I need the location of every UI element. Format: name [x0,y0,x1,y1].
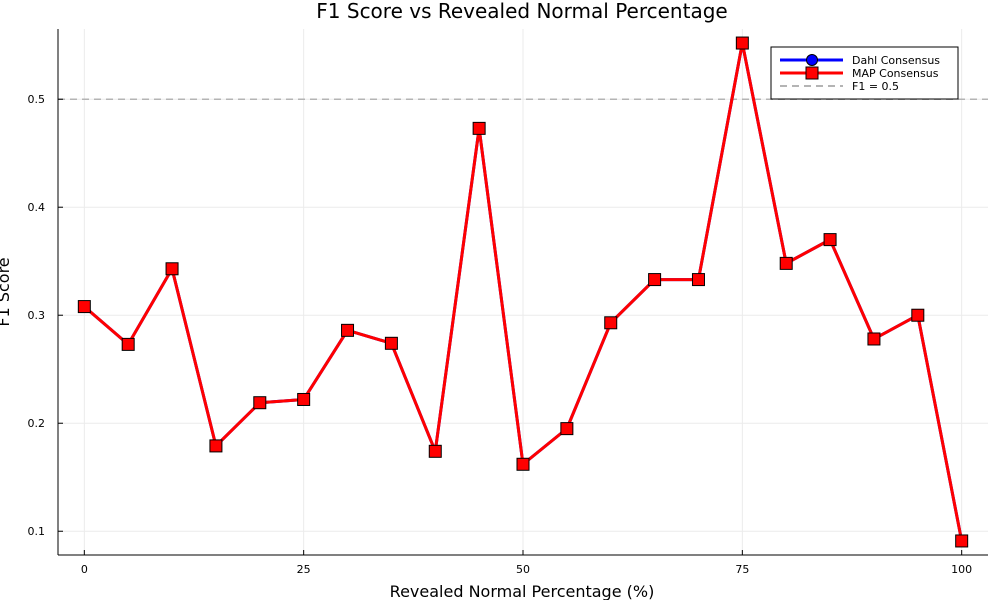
data-point-square [341,323,355,337]
data-point-square [384,336,398,350]
x-tick-label: 100 [951,563,972,576]
x-tick-label: 0 [81,563,88,576]
data-point-square [209,439,223,453]
data-point-square [297,392,311,406]
x-tick-label: 25 [297,563,311,576]
data-point-square [648,273,662,287]
axes [57,29,988,556]
series-map-consensus [77,36,969,548]
x-axis-label: Revealed Normal Percentage (%) [390,582,655,600]
data-point-square [428,444,442,458]
y-tick-label: 0.2 [28,417,46,430]
data-point-square [604,316,618,330]
y-tick-label: 0.3 [28,309,46,322]
legend-item-ref: F1 = 0.5 [780,80,899,93]
data-point-square [77,300,91,314]
series-layer [77,36,969,548]
data-point-square [691,273,705,287]
legend-marker-map [805,66,819,80]
legend-item-map: MAP Consensus [780,66,939,80]
legend-label-ref: F1 = 0.5 [852,80,899,93]
data-point-square [165,262,179,276]
grid [58,29,988,555]
legend: Dahl Consensus MAP Consensus F1 = 0.5 [770,46,959,100]
y-axis-label: F1 Score [0,257,13,326]
data-point-square [823,233,837,247]
legend-item-dahl: Dahl Consensus [780,54,940,67]
data-point-square [911,308,925,322]
y-tick-label: 0.1 [28,525,46,538]
chart-title: F1 Score vs Revealed Normal Percentage [316,0,727,23]
data-point-square [121,337,135,351]
data-point-square [779,256,793,270]
legend-label-dahl: Dahl Consensus [852,54,940,67]
data-point-square [560,422,574,436]
data-point-square [253,396,267,410]
x-tick-label: 50 [516,563,530,576]
tick-labels: 0 25 50 75 100 0.1 0.2 0.3 0.4 0.5 [28,93,973,576]
data-point-square [735,36,749,50]
data-point-square [955,534,969,548]
legend-marker-dahl [806,54,818,66]
data-point-square [516,457,530,471]
data-point-square [472,121,486,135]
x-tick-label: 75 [735,563,749,576]
y-tick-label: 0.4 [28,201,46,214]
data-point-square [867,332,881,346]
legend-label-map: MAP Consensus [852,67,939,80]
y-tick-label: 0.5 [28,93,46,106]
